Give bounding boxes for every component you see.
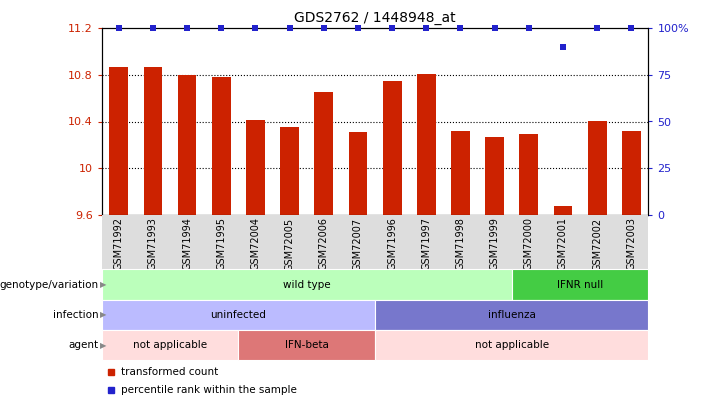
Text: GSM72001: GSM72001 [558, 217, 568, 271]
Text: ▶: ▶ [100, 310, 107, 320]
Bar [485, 136, 504, 215]
Bar [451, 131, 470, 215]
Bar [314, 92, 333, 215]
Text: uninfected: uninfected [210, 310, 266, 320]
Bar [212, 77, 231, 215]
Bar [519, 134, 538, 215]
Text: influenza: influenza [488, 310, 536, 320]
Bar [238, 330, 375, 360]
Text: GSM71994: GSM71994 [182, 217, 192, 270]
Bar [102, 330, 238, 360]
Text: transformed count: transformed count [121, 367, 218, 377]
Text: IFNR null: IFNR null [557, 279, 603, 290]
Bar [587, 122, 606, 215]
Text: GSM72007: GSM72007 [353, 217, 363, 271]
Bar [246, 120, 265, 215]
Text: GSM72000: GSM72000 [524, 217, 534, 271]
Bar [102, 300, 375, 330]
Bar [144, 67, 163, 215]
Bar [109, 67, 128, 215]
Bar [375, 330, 648, 360]
Text: percentile rank within the sample: percentile rank within the sample [121, 385, 297, 395]
Bar [512, 269, 648, 300]
Text: IFN-beta: IFN-beta [285, 340, 329, 350]
Text: not applicable: not applicable [475, 340, 549, 350]
Text: wild type: wild type [283, 279, 330, 290]
Text: GSM71995: GSM71995 [216, 217, 226, 271]
Text: GSM71997: GSM71997 [421, 217, 431, 271]
Text: not applicable: not applicable [133, 340, 207, 350]
Text: GSM72002: GSM72002 [592, 217, 602, 271]
Text: ▶: ▶ [100, 280, 107, 289]
Bar [375, 300, 648, 330]
Bar [348, 132, 367, 215]
Bar [622, 131, 641, 215]
Text: GSM71998: GSM71998 [456, 217, 465, 270]
Bar [102, 269, 512, 300]
Text: genotype/variation: genotype/variation [0, 279, 98, 290]
Text: infection: infection [53, 310, 98, 320]
Text: GSM71992: GSM71992 [114, 217, 124, 271]
Title: GDS2762 / 1448948_at: GDS2762 / 1448948_at [294, 11, 456, 25]
Text: GSM72005: GSM72005 [285, 217, 294, 271]
Text: GSM71999: GSM71999 [489, 217, 500, 270]
Text: GSM71993: GSM71993 [148, 217, 158, 270]
Bar [177, 75, 196, 215]
Text: ▶: ▶ [100, 341, 107, 350]
Bar [417, 74, 436, 215]
Text: GSM71996: GSM71996 [387, 217, 397, 270]
Text: agent: agent [68, 340, 98, 350]
Text: GSM72003: GSM72003 [626, 217, 637, 271]
Text: GSM72004: GSM72004 [250, 217, 261, 271]
Bar [280, 127, 299, 215]
Bar [383, 81, 402, 215]
Bar [554, 207, 573, 215]
Text: GSM72006: GSM72006 [319, 217, 329, 271]
